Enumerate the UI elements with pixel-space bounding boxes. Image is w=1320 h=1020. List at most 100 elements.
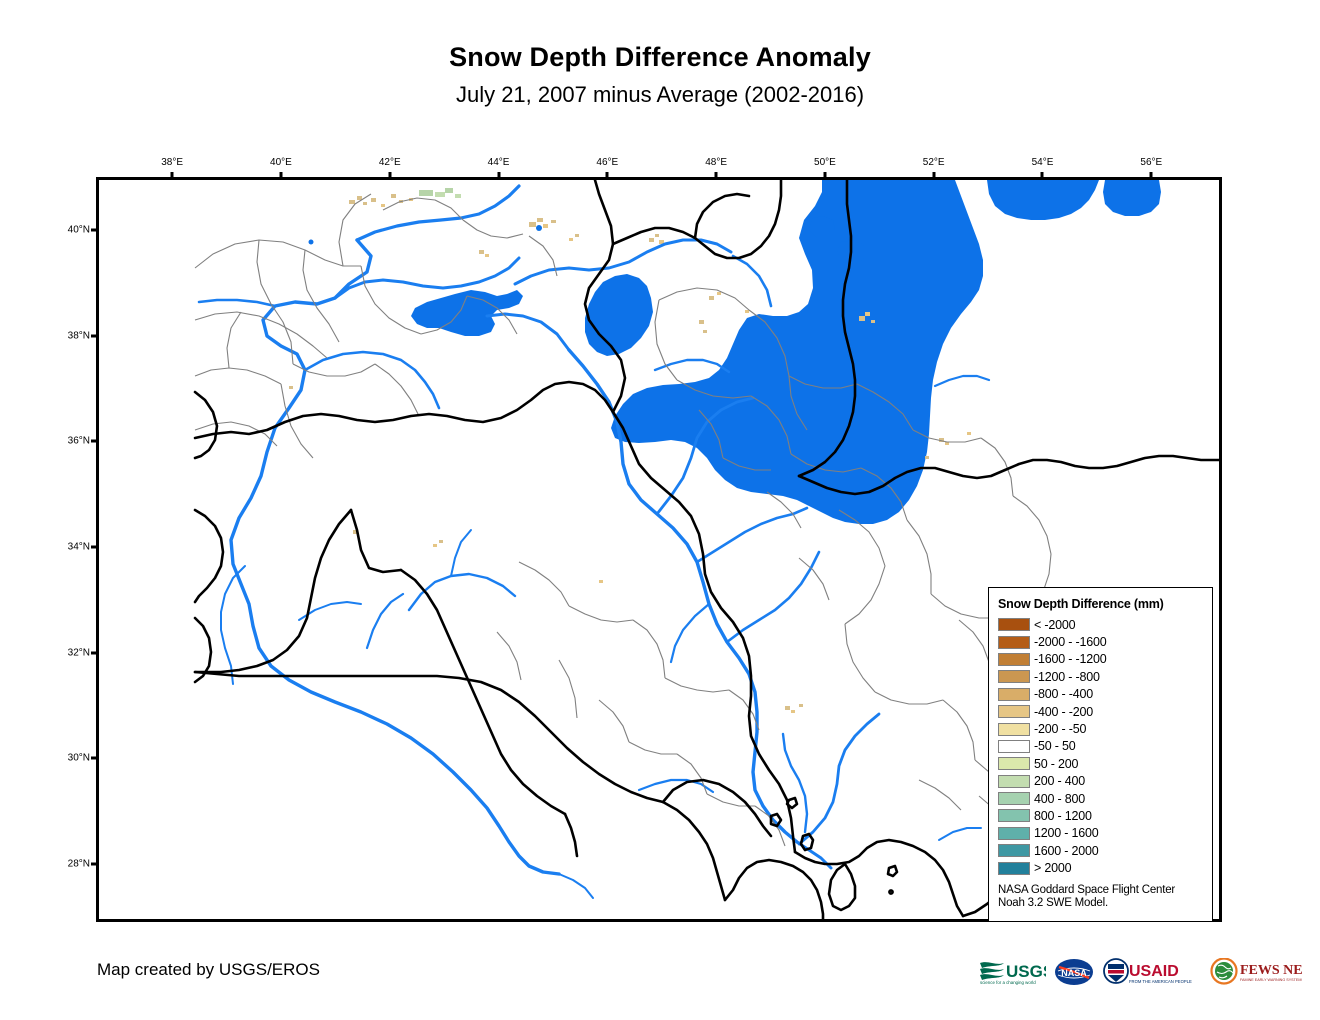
legend-swatch bbox=[998, 687, 1030, 701]
longitude-tick bbox=[823, 172, 827, 180]
legend-swatch bbox=[998, 635, 1030, 649]
longitude-label: 54°E bbox=[1031, 157, 1054, 168]
river-qezel-owzan bbox=[653, 358, 731, 374]
country-border-layer bbox=[193, 180, 1219, 919]
usgs-logo: USGS science for a changing world bbox=[980, 962, 1046, 985]
river-tigris-upper bbox=[485, 312, 571, 352]
legend-label: -400 - -200 bbox=[1034, 704, 1093, 719]
legend-swatch bbox=[998, 844, 1030, 858]
island-kharg bbox=[769, 812, 783, 828]
legend-label: 1600 - 2000 bbox=[1034, 843, 1099, 858]
coast-persian-gulf-arabia bbox=[723, 858, 825, 919]
river-karun bbox=[797, 712, 881, 846]
legend-label: -800 - -400 bbox=[1034, 687, 1093, 702]
legend-label: > 2000 bbox=[1034, 861, 1072, 876]
longitude-tick bbox=[170, 172, 174, 180]
river-lesser-zab bbox=[695, 506, 809, 564]
legend-label: -1600 - -1200 bbox=[1034, 652, 1107, 667]
nasa-logo: NASA bbox=[1055, 959, 1093, 985]
island-bahrain bbox=[799, 832, 815, 852]
legend-row[interactable]: -200 - -50 bbox=[998, 720, 1204, 737]
legend-row[interactable]: < -2000 bbox=[998, 616, 1204, 633]
latitude-tick bbox=[91, 651, 99, 655]
legend-credit: NASA Goddard Space Flight Center Noah 3.… bbox=[998, 884, 1204, 911]
legend-row[interactable]: -400 - -200 bbox=[998, 703, 1204, 720]
river-iran-east bbox=[933, 374, 991, 388]
river-sefidrud bbox=[731, 254, 773, 308]
border-iran-turkmenistan bbox=[797, 180, 857, 478]
map-legend[interactable]: Snow Depth Difference (mm) < -2000 -2000 … bbox=[988, 587, 1213, 922]
legend-row[interactable]: > 2000 bbox=[998, 859, 1204, 876]
caspian-inlet-a bbox=[809, 216, 835, 238]
legend-label: 400 - 800 bbox=[1034, 791, 1086, 806]
svg-text:NASA: NASA bbox=[1061, 968, 1087, 978]
legend-row[interactable]: 200 - 400 bbox=[998, 773, 1204, 790]
legend-swatch bbox=[998, 739, 1030, 753]
legend-row[interactable]: -1200 - -800 bbox=[998, 668, 1204, 685]
page-title: Snow Depth Difference Anomaly bbox=[449, 42, 871, 72]
latitude-tick bbox=[91, 862, 99, 866]
legend-swatch bbox=[998, 618, 1030, 632]
legend-row[interactable]: 1200 - 1600 bbox=[998, 825, 1204, 842]
legend-label: -1200 - -800 bbox=[1034, 669, 1100, 684]
map-canvas[interactable] bbox=[96, 177, 1222, 922]
legend-row[interactable]: -2000 - -1600 bbox=[998, 633, 1204, 650]
caspian-sea bbox=[611, 180, 983, 524]
legend-row[interactable]: -50 - 50 bbox=[998, 738, 1204, 755]
longitude-label: 42°E bbox=[378, 157, 401, 168]
svg-text:FAMINE EARLY WARNING SYSTEMS N: FAMINE EARLY WARNING SYSTEMS NETWORK bbox=[1240, 978, 1302, 982]
latitude-label: 40°N bbox=[67, 224, 90, 236]
svg-text:USGS: USGS bbox=[1006, 962, 1046, 981]
latitude-tick bbox=[91, 756, 99, 760]
latitude-label: 28°N bbox=[67, 858, 90, 870]
usaid-logo: USAID FROM THE AMERICAN PEOPLE bbox=[1103, 958, 1192, 984]
legend-row[interactable]: 400 - 800 bbox=[998, 790, 1204, 807]
caspian-ne-arm bbox=[987, 180, 1099, 220]
river-karkheh bbox=[781, 732, 809, 834]
map-author-credit: Map created by USGS/EROS bbox=[97, 960, 320, 979]
river-khabur bbox=[407, 572, 517, 612]
legend-label: 200 - 400 bbox=[1034, 774, 1086, 789]
lake-urmia bbox=[585, 274, 653, 356]
latitude-tick bbox=[91, 545, 99, 549]
river-syria-trib bbox=[298, 601, 362, 621]
latitude-label: 36°N bbox=[67, 435, 90, 447]
legend-label: < -2000 bbox=[1034, 617, 1076, 632]
legend-credit-line1: NASA Goddard Space Flight Center bbox=[998, 883, 1176, 896]
legend-row[interactable]: -800 - -400 bbox=[998, 686, 1204, 703]
border-kuwait-iraq bbox=[661, 778, 773, 838]
title-block: Snow Depth Difference Anomaly July 21, 2… bbox=[0, 40, 1320, 110]
longitude-tick bbox=[1040, 172, 1044, 180]
lake-van bbox=[411, 290, 523, 336]
legend-label: -50 - 50 bbox=[1034, 739, 1076, 754]
anomaly-pixel-layer bbox=[289, 188, 971, 713]
legend-label: -200 - -50 bbox=[1034, 722, 1087, 737]
coast-mediterranean bbox=[193, 390, 219, 460]
legend-swatch bbox=[998, 705, 1030, 719]
longitude-tick bbox=[388, 172, 392, 180]
longitude-tick bbox=[1149, 172, 1153, 180]
coast-caspian-south bbox=[797, 454, 1219, 496]
border-caucasus bbox=[611, 180, 783, 260]
fewsnet-logo: FEWS NET FAMINE EARLY WARNING SYSTEMS NE… bbox=[1210, 958, 1302, 985]
legend-row[interactable]: 800 - 1200 bbox=[998, 807, 1204, 824]
border-syria-iraq bbox=[399, 568, 567, 816]
legend-row[interactable]: 50 - 200 bbox=[998, 755, 1204, 772]
legend-row[interactable]: -1600 - -1200 bbox=[998, 651, 1204, 668]
legend-credit-line2: Noah 3.2 SWE Model. bbox=[998, 897, 1108, 910]
coast-sinai bbox=[193, 616, 213, 684]
legend-swatch bbox=[998, 670, 1030, 684]
river-euphrates-trib-b bbox=[303, 350, 441, 410]
border-armenia-azerbaijan bbox=[693, 192, 751, 240]
border-saudi-iraq bbox=[193, 670, 665, 804]
latitude-label: 38°N bbox=[67, 330, 90, 341]
border-syria-west bbox=[349, 508, 403, 574]
border-jordan bbox=[193, 508, 353, 674]
small-lake-1 bbox=[536, 225, 542, 231]
legend-row[interactable]: 1600 - 2000 bbox=[998, 842, 1204, 859]
latitude-tick bbox=[91, 228, 99, 232]
legend-swatch bbox=[998, 809, 1030, 823]
river-gulf-inflow bbox=[558, 873, 594, 899]
longitude-label: 38°E bbox=[161, 157, 184, 168]
gulf-dot bbox=[888, 889, 894, 895]
